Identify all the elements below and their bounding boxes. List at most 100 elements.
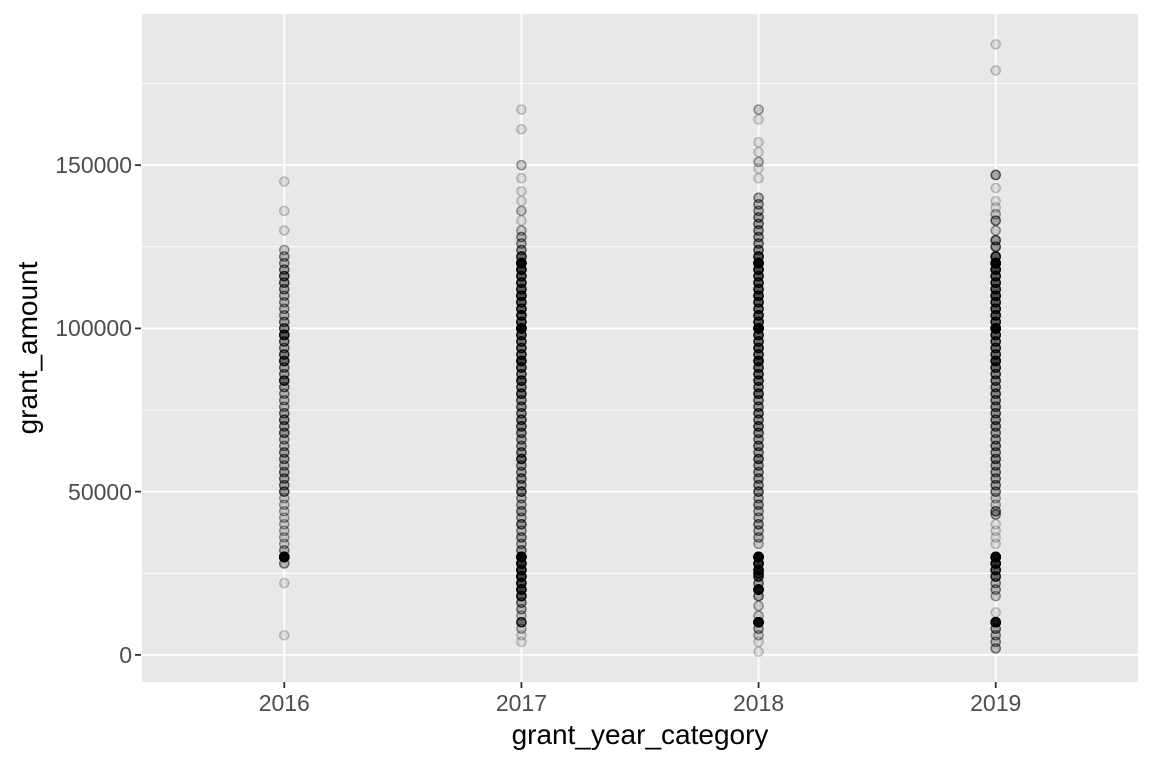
data-point bbox=[753, 225, 764, 236]
data-point bbox=[516, 349, 527, 360]
data-point bbox=[753, 349, 764, 360]
data-point bbox=[753, 447, 764, 458]
data-point bbox=[990, 388, 1002, 400]
data-point bbox=[753, 264, 764, 275]
data-point bbox=[990, 551, 1002, 563]
data-point bbox=[516, 571, 527, 582]
data-point bbox=[753, 558, 764, 569]
data-point bbox=[753, 303, 764, 315]
data-point bbox=[278, 466, 290, 478]
data-point bbox=[990, 362, 1002, 373]
data-point bbox=[516, 505, 527, 517]
data-point bbox=[516, 421, 527, 432]
data-point bbox=[278, 316, 290, 328]
data-point bbox=[990, 407, 1002, 419]
data-point bbox=[753, 104, 764, 115]
data-point bbox=[753, 362, 764, 373]
data-point bbox=[278, 401, 290, 413]
data-point bbox=[990, 336, 1002, 347]
data-point bbox=[516, 238, 527, 249]
data-point bbox=[278, 538, 290, 550]
data-point bbox=[516, 251, 527, 262]
data-point bbox=[990, 414, 1002, 426]
data-point bbox=[990, 264, 1002, 275]
data-point bbox=[753, 323, 764, 334]
data-point bbox=[753, 486, 764, 497]
data-point bbox=[753, 323, 764, 334]
data-point bbox=[516, 283, 527, 295]
data-point bbox=[516, 290, 527, 302]
data-point bbox=[278, 355, 290, 367]
data-point bbox=[516, 571, 527, 582]
data-point bbox=[753, 238, 764, 249]
data-point bbox=[516, 590, 527, 602]
data-point bbox=[278, 427, 290, 439]
data-point bbox=[278, 434, 290, 445]
data-point bbox=[990, 323, 1002, 334]
data-point bbox=[753, 257, 764, 269]
data-point bbox=[753, 584, 764, 595]
data-point bbox=[753, 551, 764, 563]
data-point bbox=[990, 323, 1002, 334]
data-point bbox=[516, 564, 527, 576]
data-point bbox=[990, 283, 1002, 295]
data-point bbox=[990, 381, 1002, 393]
data-point bbox=[516, 375, 527, 386]
data-point bbox=[753, 375, 764, 386]
data-point bbox=[278, 355, 290, 367]
data-point bbox=[990, 257, 1002, 269]
data-point bbox=[516, 264, 527, 275]
data-point bbox=[753, 401, 764, 413]
data-point bbox=[516, 264, 527, 275]
data-point bbox=[278, 525, 290, 537]
data-point bbox=[990, 336, 1002, 347]
data-point bbox=[516, 381, 527, 393]
data-point bbox=[753, 329, 764, 341]
data-point bbox=[753, 277, 764, 289]
data-point bbox=[753, 310, 764, 321]
data-point bbox=[753, 616, 764, 628]
data-point bbox=[753, 290, 764, 302]
data-point bbox=[990, 486, 1002, 497]
data-point bbox=[990, 215, 1002, 226]
data-point bbox=[753, 355, 764, 367]
data-point bbox=[990, 257, 1002, 269]
data-point bbox=[516, 597, 527, 608]
data-point bbox=[990, 316, 1002, 328]
data-point bbox=[753, 571, 764, 582]
data-point bbox=[990, 296, 1002, 308]
data-point bbox=[753, 349, 764, 360]
data-point bbox=[516, 277, 527, 289]
data-point bbox=[516, 434, 527, 445]
data-point bbox=[516, 453, 527, 465]
data-point bbox=[278, 414, 290, 426]
data-point bbox=[990, 558, 1002, 569]
data-point bbox=[990, 394, 1002, 406]
data-point bbox=[753, 440, 764, 452]
data-point bbox=[516, 323, 527, 334]
data-point bbox=[753, 296, 764, 308]
data-point bbox=[278, 264, 290, 275]
data-point bbox=[990, 551, 1002, 563]
data-point bbox=[990, 323, 1002, 334]
data-point bbox=[753, 290, 764, 302]
data-point bbox=[516, 577, 527, 589]
data-point bbox=[990, 310, 1002, 321]
data-point bbox=[753, 564, 764, 576]
data-point bbox=[516, 323, 527, 334]
data-point bbox=[990, 349, 1002, 360]
data-point bbox=[516, 296, 527, 308]
data-point bbox=[278, 362, 290, 373]
data-point bbox=[753, 584, 764, 595]
data-point bbox=[516, 394, 527, 406]
data-point bbox=[990, 505, 1002, 517]
data-point bbox=[753, 329, 764, 341]
data-point bbox=[990, 270, 1002, 282]
data-point bbox=[990, 264, 1002, 275]
data-point bbox=[753, 114, 764, 125]
data-point bbox=[990, 257, 1002, 269]
data-point bbox=[990, 303, 1002, 315]
data-point bbox=[516, 375, 527, 386]
data-point bbox=[753, 512, 764, 524]
data-point bbox=[753, 421, 764, 432]
